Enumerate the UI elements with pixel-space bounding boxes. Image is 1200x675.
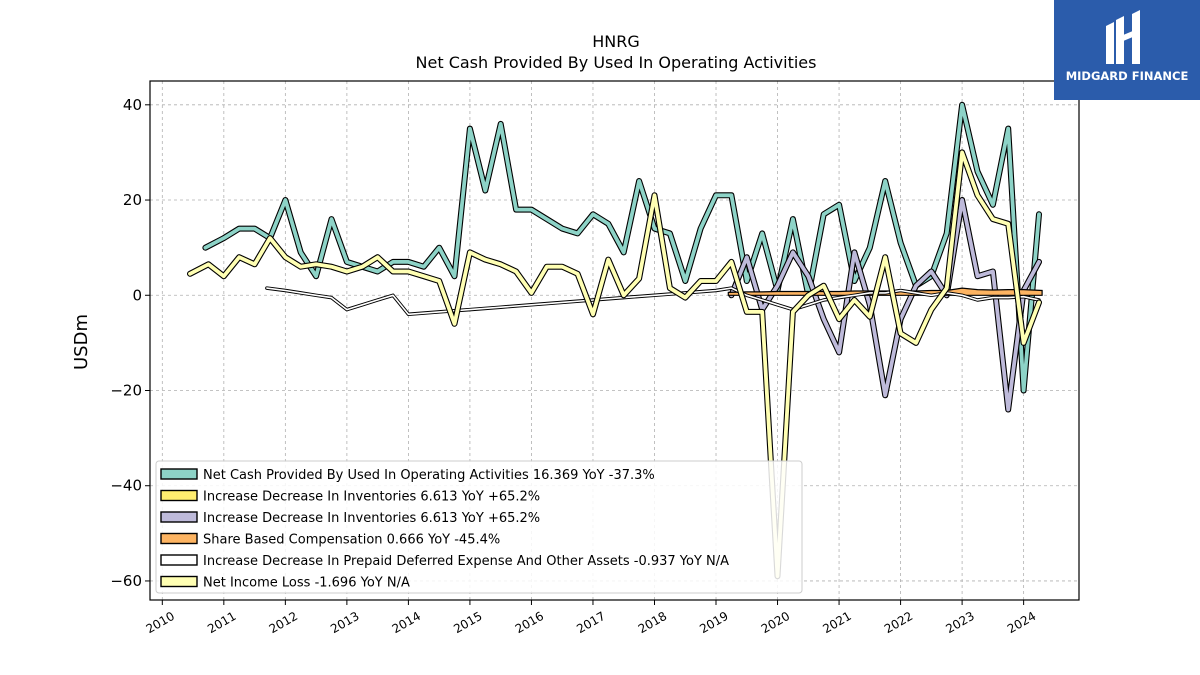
midgard-logo-icon <box>1106 10 1140 64</box>
x-tick-label: 2010 <box>144 609 177 636</box>
midgard-finance-logo: MIDGARD FINANCE <box>1054 0 1200 100</box>
x-tick-label: 2013 <box>328 609 361 636</box>
y-tick-label: 40 <box>123 96 142 114</box>
logo-text: MIDGARD FINANCE <box>1065 69 1189 83</box>
series-line <box>203 102 1041 393</box>
x-axis: 2010 2011 2012 2013 2014 2015 2016 2017 2018 2019… <box>144 600 1038 636</box>
y-tick-label: 20 <box>123 191 142 209</box>
x-tick-label: 2018 <box>636 609 669 636</box>
x-tick-label: 2021 <box>820 609 853 636</box>
x-tick-label: 2023 <box>943 609 976 636</box>
legend-entry: Increase Decrease In Inventories 6.613 Y… <box>203 511 540 526</box>
legend-entry: Net Income Loss -1.696 YoY N/A <box>203 576 410 591</box>
legend-entry: Share Based Compensation 0.666 YoY -45.4… <box>203 533 500 548</box>
chart-subtitle: Net Cash Provided By Used In Operating A… <box>416 53 817 72</box>
y-tick-label: 0 <box>132 286 142 304</box>
legend-entry: Net Cash Provided By Used In Operating A… <box>203 468 655 483</box>
legend-box <box>155 460 803 594</box>
series-line <box>266 287 1040 316</box>
x-tick-label: 2024 <box>1005 609 1038 636</box>
x-tick-label: 2019 <box>697 609 730 636</box>
series-0 <box>202 101 1042 394</box>
series-4 <box>265 286 1041 317</box>
legend-swatch <box>160 489 198 502</box>
legend-entry: Increase Decrease In Inventories 6.613 Y… <box>203 490 540 505</box>
legend: Net Cash Provided By Used In Operating A… <box>155 460 803 594</box>
series-line <box>729 198 1041 412</box>
x-tick-label: 2017 <box>574 609 607 636</box>
y-axis: 40 20 0 −20 −40 −60 <box>110 96 150 590</box>
y-tick-label: −60 <box>110 572 142 590</box>
legend-entry: Increase Decrease In Prepaid Deferred Ex… <box>203 554 729 569</box>
plot-frame <box>149 80 1080 601</box>
y-axis-label: USDm <box>71 314 92 370</box>
x-tick-label: 2011 <box>205 609 238 636</box>
legend-swatch <box>160 511 198 523</box>
y-tick-label: −20 <box>110 381 142 399</box>
legend-swatch <box>160 532 198 545</box>
y-tick-label: −40 <box>110 477 142 495</box>
series-layer <box>187 101 1043 580</box>
series-2 <box>728 197 1042 413</box>
legend-swatch <box>160 468 198 480</box>
x-tick-label: 2016 <box>513 609 546 636</box>
x-tick-label: 2020 <box>759 609 792 636</box>
legend-swatch <box>160 575 198 588</box>
legend-swatch <box>160 554 198 566</box>
x-tick-label: 2022 <box>882 609 915 636</box>
chart-title: HNRG <box>592 32 640 51</box>
x-tick-label: 2015 <box>451 609 484 636</box>
x-tick-label: 2012 <box>267 609 300 636</box>
x-tick-label: 2014 <box>390 609 423 636</box>
series-line <box>188 150 1041 579</box>
series-5 <box>187 149 1042 580</box>
